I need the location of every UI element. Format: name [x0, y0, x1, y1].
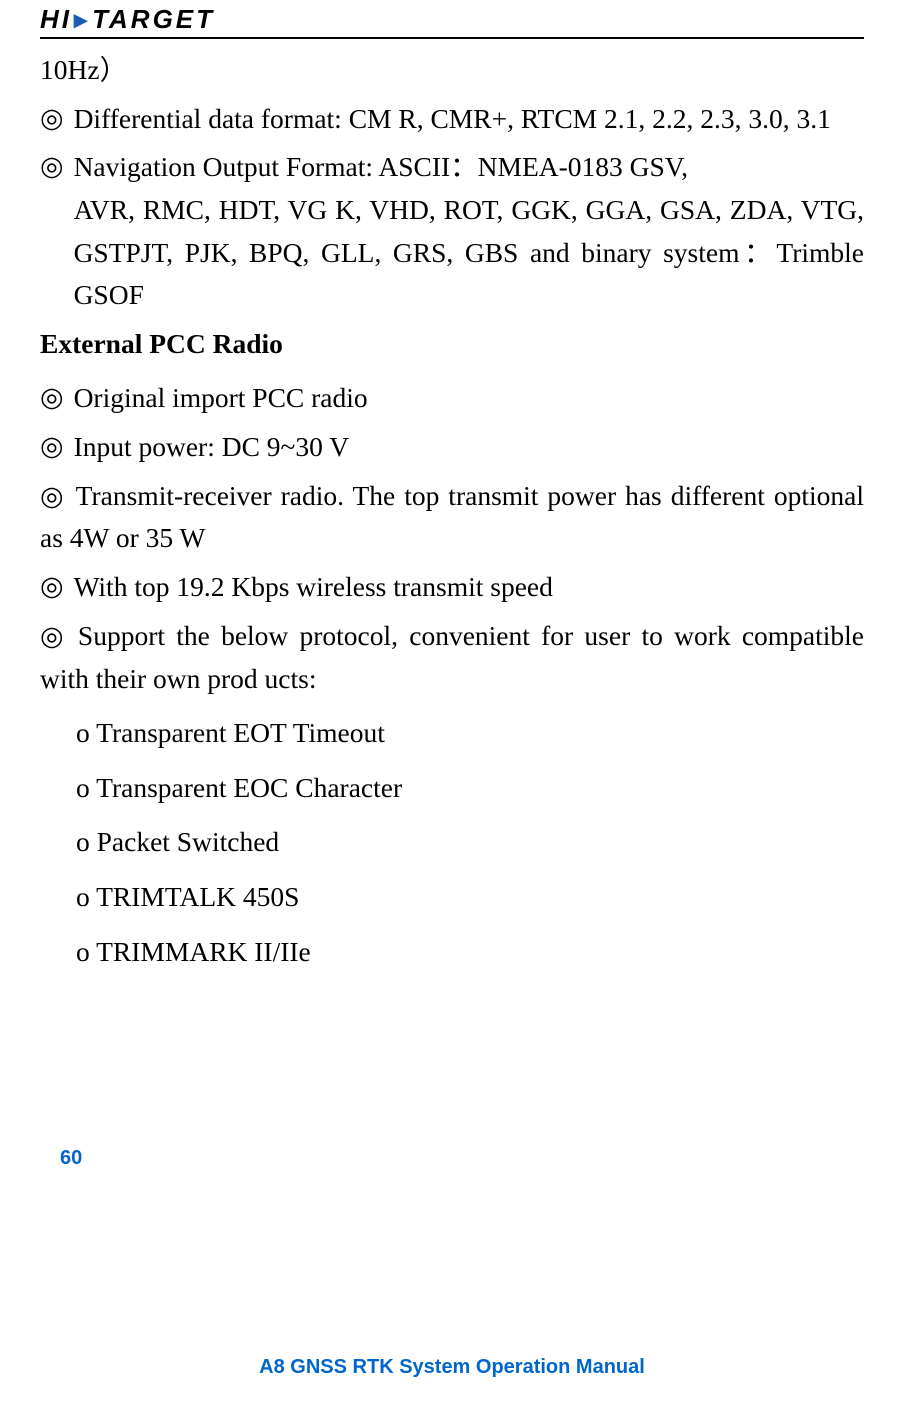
- bullet-text: Original import PCC radio: [74, 377, 864, 420]
- sub-trimtalk: o TRIMTALK 450S: [76, 876, 864, 919]
- bullet-input-power: ◎ Input power: DC 9~30 V: [40, 426, 864, 469]
- bullet-differential: ◎ Differential data format: CM R, CMR+, …: [40, 98, 864, 141]
- bullet-text: Input power: DC 9~30 V: [74, 426, 864, 469]
- bullet-support-protocol: ◎Support the below protocol, convenient …: [40, 615, 864, 700]
- footer: A8 GNSS RTK System Operation Manual: [0, 1356, 904, 1379]
- bullet-text: Support the below protocol, convenient f…: [40, 620, 864, 694]
- line-10hz: 10Hz）: [40, 49, 864, 92]
- section-external-pcc: External PCC Radio: [40, 323, 864, 366]
- sub-trimmark: o TRIMMARK II/IIe: [76, 931, 864, 974]
- content: 10Hz） ◎ Differential data format: CM R, …: [40, 49, 864, 1174]
- bullet-icon: ◎: [40, 621, 68, 651]
- bullet-icon: ◎: [40, 481, 66, 511]
- sub-packet: o Packet Switched: [76, 821, 864, 864]
- bullet-icon: ◎: [40, 426, 64, 468]
- sub-eoc: o Transparent EOC Character: [76, 767, 864, 810]
- page-number: 60: [60, 1143, 864, 1174]
- bullet-icon: ◎: [40, 146, 64, 188]
- bullet-text: Navigation Output Format: ASCII：NMEA-018…: [74, 146, 864, 317]
- nav-line2: AVR, RMC, HDT, VG K, VHD, ROT, GGK, GGA,…: [74, 194, 864, 310]
- header: HI ▸ TARGET: [40, 0, 864, 39]
- page: HI ▸ TARGET 10Hz） ◎ Differential data fo…: [0, 0, 904, 1409]
- logo: HI ▸ TARGET: [40, 4, 864, 35]
- bullet-icon: ◎: [40, 566, 64, 608]
- bullet-icon: ◎: [40, 98, 64, 140]
- bullet-text: Differential data format: CM R, CMR+, RT…: [74, 98, 864, 141]
- bullet-icon: ◎: [40, 377, 64, 419]
- nav-line1: Navigation Output Format: ASCII：NMEA-018…: [74, 151, 688, 182]
- bullet-original-import: ◎ Original import PCC radio: [40, 377, 864, 420]
- bullet-wireless-speed: ◎ With top 19.2 Kbps wireless transmit s…: [40, 566, 864, 609]
- logo-left: HI: [40, 4, 72, 35]
- logo-right: TARGET: [92, 4, 215, 35]
- logo-arrow-icon: ▸: [74, 4, 90, 35]
- sub-eot: o Transparent EOT Timeout: [76, 712, 864, 755]
- bullet-text: With top 19.2 Kbps wireless transmit spe…: [74, 566, 864, 609]
- bullet-nav-output: ◎ Navigation Output Format: ASCII：NMEA-0…: [40, 146, 864, 317]
- bullet-transmit-receiver: ◎Transmit-receiver radio. The top transm…: [40, 475, 864, 560]
- bullet-text: Transmit-receiver radio. The top transmi…: [40, 480, 864, 554]
